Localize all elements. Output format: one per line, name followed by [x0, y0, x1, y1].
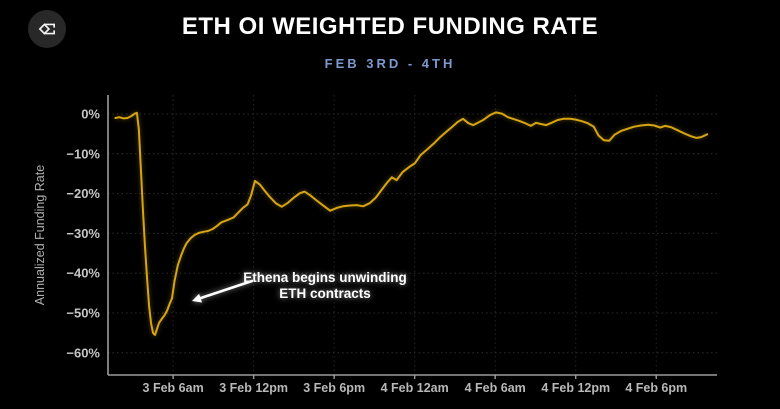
funding-rate-line: [114, 111, 709, 336]
y-tick-label: −10%: [66, 146, 100, 161]
x-tick-label: 3 Feb 6am: [143, 381, 204, 395]
annotation-text-line1: Ethena begins unwinding: [243, 270, 407, 285]
annotation-text-line2: ETH contracts: [279, 286, 371, 301]
x-tick-label: 3 Feb 6pm: [303, 381, 365, 395]
logo-glyph: [38, 23, 55, 35]
y-tick-label: −50%: [66, 306, 100, 321]
y-tick-label: −60%: [66, 345, 100, 360]
x-tick-label: 3 Feb 12pm: [219, 381, 288, 395]
y-tick-label: 0%: [81, 107, 100, 122]
y-axis-title: Annualized Funding Rate: [33, 165, 47, 305]
y-tick-label: −30%: [66, 226, 100, 241]
y-tick-label: −20%: [66, 186, 100, 201]
x-tick-label: 4 Feb 12pm: [541, 381, 610, 395]
x-tick-label: 4 Feb 12am: [381, 381, 449, 395]
x-tick-label: 4 Feb 6am: [465, 381, 526, 395]
x-tick-label: 4 Feb 6pm: [625, 381, 687, 395]
sigma-diamond-logo-icon: [28, 10, 66, 48]
annotation-arrow-head: [192, 293, 202, 303]
y-tick-label: −40%: [66, 266, 100, 281]
chart-subtitle: FEB 3RD - 4TH: [324, 56, 456, 71]
chart-title: ETH OI WEIGHTED FUNDING RATE: [181, 13, 599, 40]
annotation-arrow-shaft: [199, 279, 254, 300]
